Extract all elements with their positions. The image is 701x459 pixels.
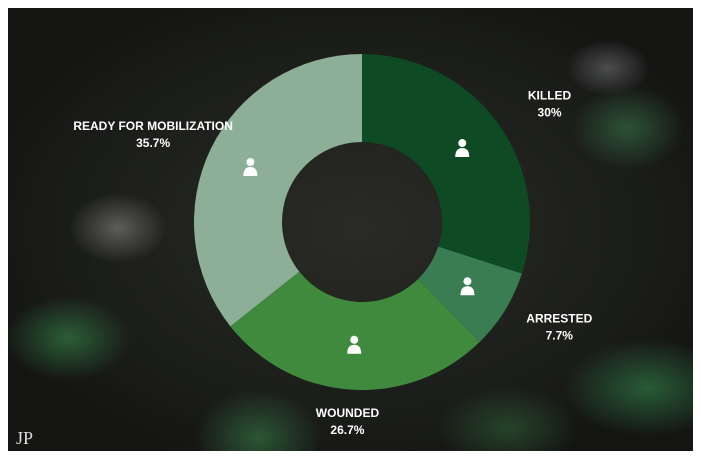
icon [460, 277, 475, 296]
slice-label: KILLED [528, 88, 572, 102]
icon-head [463, 277, 472, 286]
icon [455, 139, 470, 158]
icon [243, 158, 258, 177]
icon [347, 335, 362, 354]
slice [362, 54, 530, 274]
slice-label: ARRESTED [526, 311, 592, 325]
icon-head [246, 158, 255, 167]
slice [194, 53, 362, 327]
icon-body [243, 167, 258, 177]
icon-body [347, 344, 362, 354]
logo: JP [16, 428, 33, 448]
icon-body [455, 148, 470, 158]
slice [230, 271, 480, 390]
slice-value-label: 35.7% [136, 136, 170, 150]
icon-head [350, 335, 359, 344]
icon-head [458, 139, 467, 148]
icon-body [460, 286, 475, 296]
slice-label: WOUNDED [316, 406, 380, 420]
slice-value-label: 7.7% [546, 328, 574, 342]
slice-label: READY FOR MOBILIZATION [73, 119, 233, 133]
slice-value-label: 26.7% [330, 423, 364, 437]
slice-value-label: 30% [538, 105, 562, 119]
